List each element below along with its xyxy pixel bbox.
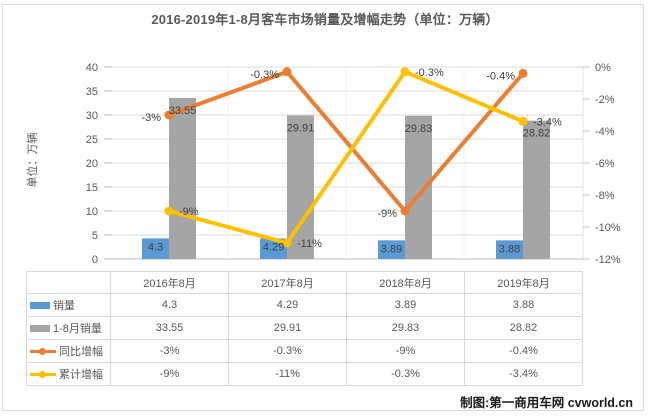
credit-text: 制图:第一商用车网 cvworld.cn xyxy=(460,396,633,410)
table-value-cell: -9% xyxy=(346,339,465,363)
left-axis-tick-label: 20 xyxy=(86,158,98,170)
bar-sales xyxy=(378,240,405,259)
bar-sales xyxy=(496,240,523,259)
line-value-label: -11% xyxy=(297,238,322,250)
table-value-cell: 28.82 xyxy=(464,316,583,340)
legend-cell: 同比增幅 xyxy=(26,339,111,363)
line-value-label: -0.4% xyxy=(486,70,515,82)
table-header-cell: 2018年8月 xyxy=(346,271,465,294)
bar-value-label: 4.3 xyxy=(148,241,163,253)
table-value-cell: -9% xyxy=(110,362,229,386)
table-value-cell: -3.4% xyxy=(464,362,583,386)
bar-cumulative-sales xyxy=(523,120,550,259)
left-axis-tick-label: 25 xyxy=(86,134,98,146)
point-yoy-growth xyxy=(400,206,410,216)
left-axis-tick-label: 35 xyxy=(86,86,98,98)
table-value-cell: 29.83 xyxy=(346,316,465,340)
table-value-cell: 33.55 xyxy=(110,316,229,340)
bar-value-label: 3.89 xyxy=(381,243,402,255)
line-value-label: -3% xyxy=(141,112,161,124)
bar-value-label: 29.83 xyxy=(405,123,433,135)
right-axis-tick-label: -4% xyxy=(595,126,615,138)
point-cumulative-growth xyxy=(164,206,174,216)
chart-outer-border xyxy=(2,4,644,411)
line-value-label: -0.3% xyxy=(415,67,444,79)
legend-label: 销量 xyxy=(53,300,75,312)
table-value-cell: -3% xyxy=(110,339,229,363)
table-value-cell: -0.3% xyxy=(346,362,465,386)
left-axis-tick-label: 5 xyxy=(92,230,98,242)
bar-sales xyxy=(142,238,169,259)
bar-value-label: 29.91 xyxy=(287,122,315,134)
table-value-cell: 4.29 xyxy=(228,293,347,317)
line-cumulative-growth xyxy=(167,69,525,245)
legend-bar-swatch xyxy=(30,324,50,332)
line-value-label: -0.3% xyxy=(250,69,279,81)
table-header-cell: 2019年8月 xyxy=(464,271,583,294)
table-value-cell: -0.3% xyxy=(228,339,347,363)
right-axis-tick-label: -12% xyxy=(595,254,621,266)
line-yoy-growth xyxy=(167,69,525,213)
legend-label: 累计增幅 xyxy=(59,369,103,381)
table-value-cell: -11% xyxy=(228,362,347,386)
table-value-cell: 29.91 xyxy=(228,316,347,340)
legend-cell: 1-8月销量 xyxy=(26,316,111,340)
table-value-cell: -0.4% xyxy=(464,339,583,363)
bar-value-label: 33.55 xyxy=(169,105,197,117)
point-cumulative-growth xyxy=(282,238,292,248)
legend-bar-swatch xyxy=(30,301,50,309)
bar-cumulative-sales xyxy=(405,115,432,259)
bar-value-label: 4.29 xyxy=(263,241,284,253)
point-yoy-growth xyxy=(164,110,174,120)
line-value-label: -9% xyxy=(377,208,397,220)
data-table: 2016年8月 2017年8月 2018年8月 2019年8月 销量 4.3 4.29 3.8… xyxy=(26,271,583,386)
table-corner-cell xyxy=(26,271,111,294)
legend-line-swatch xyxy=(30,347,56,356)
bar-sales xyxy=(260,238,287,259)
chart-title: 2016-2019年1-8月客车市场销量及增幅走势（单位：万辆） xyxy=(151,12,499,27)
bar-value-label: 28.82 xyxy=(523,128,551,140)
left-axis-tick-label: 40 xyxy=(86,62,98,74)
right-axis-tick-label: -8% xyxy=(595,190,615,202)
point-cumulative-growth xyxy=(400,67,410,77)
legend-line-swatch xyxy=(30,370,56,379)
right-axis-tick-label: -2% xyxy=(595,94,615,106)
right-axis-tick-label: -6% xyxy=(595,158,615,170)
right-axis-tick-label: 0% xyxy=(595,62,611,74)
table-value-cell: 3.88 xyxy=(464,293,583,317)
table-value-cell: 3.89 xyxy=(346,293,465,317)
legend-cell: 销量 xyxy=(26,293,111,317)
table-header-cell: 2017年8月 xyxy=(228,271,347,294)
right-axis-tick-label: -10% xyxy=(595,222,621,234)
left-axis-tick-label: 10 xyxy=(86,206,98,218)
left-axis-tick-label: 0 xyxy=(92,254,98,266)
bar-cumulative-sales xyxy=(169,97,196,260)
line-value-label: -3.4% xyxy=(533,116,562,128)
legend-label: 同比增幅 xyxy=(59,346,103,358)
table-value-cell: 4.3 xyxy=(110,293,229,317)
bar-value-label: 3.88 xyxy=(499,243,520,255)
table-header-cell: 2016年8月 xyxy=(110,271,229,294)
line-value-label: -9% xyxy=(179,206,199,218)
point-yoy-growth xyxy=(282,67,292,77)
legend-label: 1-8月销量 xyxy=(53,323,102,335)
point-yoy-growth xyxy=(518,68,528,78)
left-axis-tick-label: 15 xyxy=(86,182,98,194)
point-cumulative-growth xyxy=(518,116,528,126)
left-axis-tick-label: 30 xyxy=(86,110,98,122)
legend-cell: 累计增幅 xyxy=(26,362,111,386)
